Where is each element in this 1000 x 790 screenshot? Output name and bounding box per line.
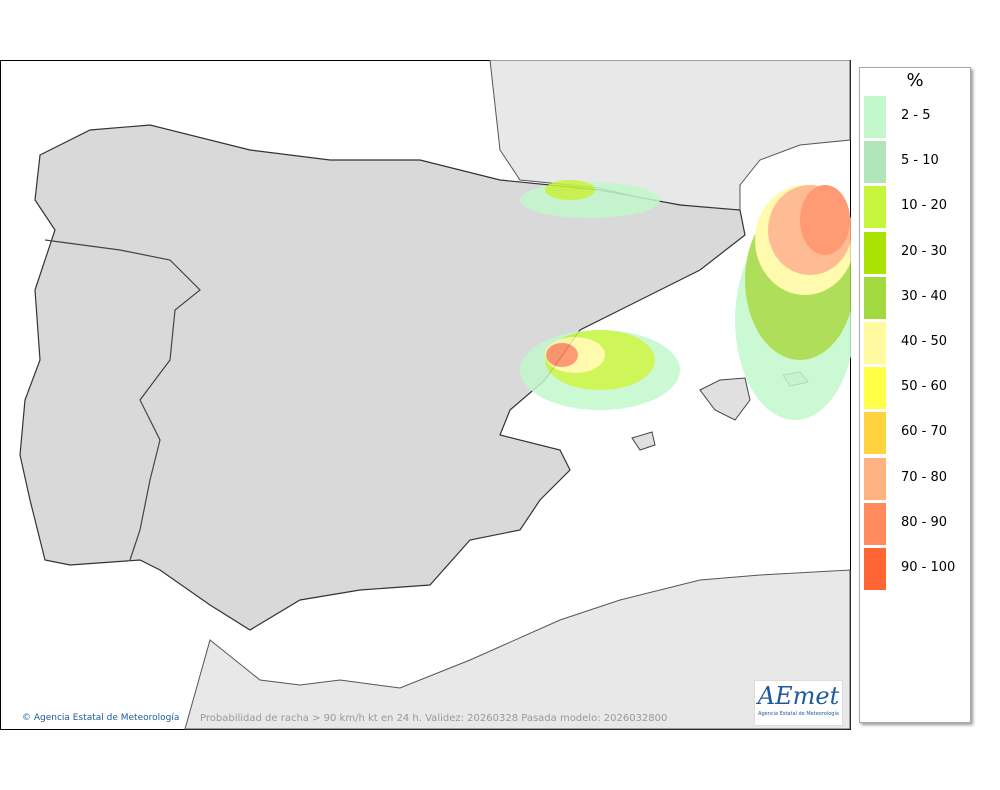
legend-label: 50 - 60	[901, 379, 948, 395]
legend-label: 80 - 90	[901, 514, 948, 530]
legend-label: 40 - 50	[901, 334, 948, 349]
legend-label: 20 - 30	[901, 243, 948, 259]
logo-subtitle: Agencia Estatal de Meteorología	[758, 711, 839, 717]
legend-label: 60 - 70	[901, 424, 948, 440]
legend-label: 10 - 20	[901, 198, 948, 214]
logo-name: AEmet	[757, 682, 840, 710]
map	[0, 60, 851, 730]
legend-item: 80 - 90	[864, 502, 968, 545]
legend-label: 2 - 5	[901, 108, 931, 123]
legend: % 2 - 5 5 - 10 10 - 20 20 - 30 30 - 40 40 - 5…	[859, 67, 971, 723]
legend-swatch	[864, 548, 886, 590]
legend-item: 50 - 60	[864, 367, 968, 410]
legend-label: 70 - 80	[901, 469, 948, 485]
legend-swatch	[864, 276, 886, 319]
legend-item: 30 - 40	[864, 276, 968, 319]
legend-item: 5 - 10	[864, 141, 968, 184]
logo: AEmet Agencia Estatal de Meteorología	[754, 680, 843, 726]
legend-item: 60 - 70	[864, 412, 968, 455]
footer-credit: © Agencia Estatal de Meteorología	[22, 713, 180, 723]
legend-swatch	[864, 231, 886, 274]
legend-swatch	[864, 367, 886, 410]
legend-item: 90 - 100	[864, 548, 968, 590]
footer-caption: Probabilidad de racha > 90 km/h kt en 24…	[200, 713, 668, 724]
probability-areas	[520, 180, 851, 420]
legend-label: 30 - 40	[901, 288, 948, 304]
legend-item: 20 - 30	[864, 231, 968, 274]
iberia	[19, 124, 746, 631]
legend-swatch	[864, 186, 886, 229]
portugal-border	[44, 239, 201, 561]
legend-title: %	[906, 70, 924, 91]
legend-label: 90 - 100	[901, 560, 956, 575]
legend-item: 70 - 80	[864, 457, 968, 500]
legend-item: 40 - 50	[864, 322, 968, 364]
legend-swatch	[864, 412, 886, 455]
legend-item: 10 - 20	[864, 186, 968, 229]
africa	[184, 569, 851, 730]
mallorca	[699, 377, 751, 421]
legend-swatch	[864, 457, 886, 500]
legend-swatch	[864, 502, 886, 545]
ibiza	[631, 431, 656, 451]
legend-swatch	[864, 96, 886, 138]
legend-swatch	[864, 141, 886, 184]
legend-swatch	[864, 322, 886, 364]
legend-label: 5 - 10	[901, 153, 939, 169]
legend-item: 2 - 5	[864, 96, 968, 138]
